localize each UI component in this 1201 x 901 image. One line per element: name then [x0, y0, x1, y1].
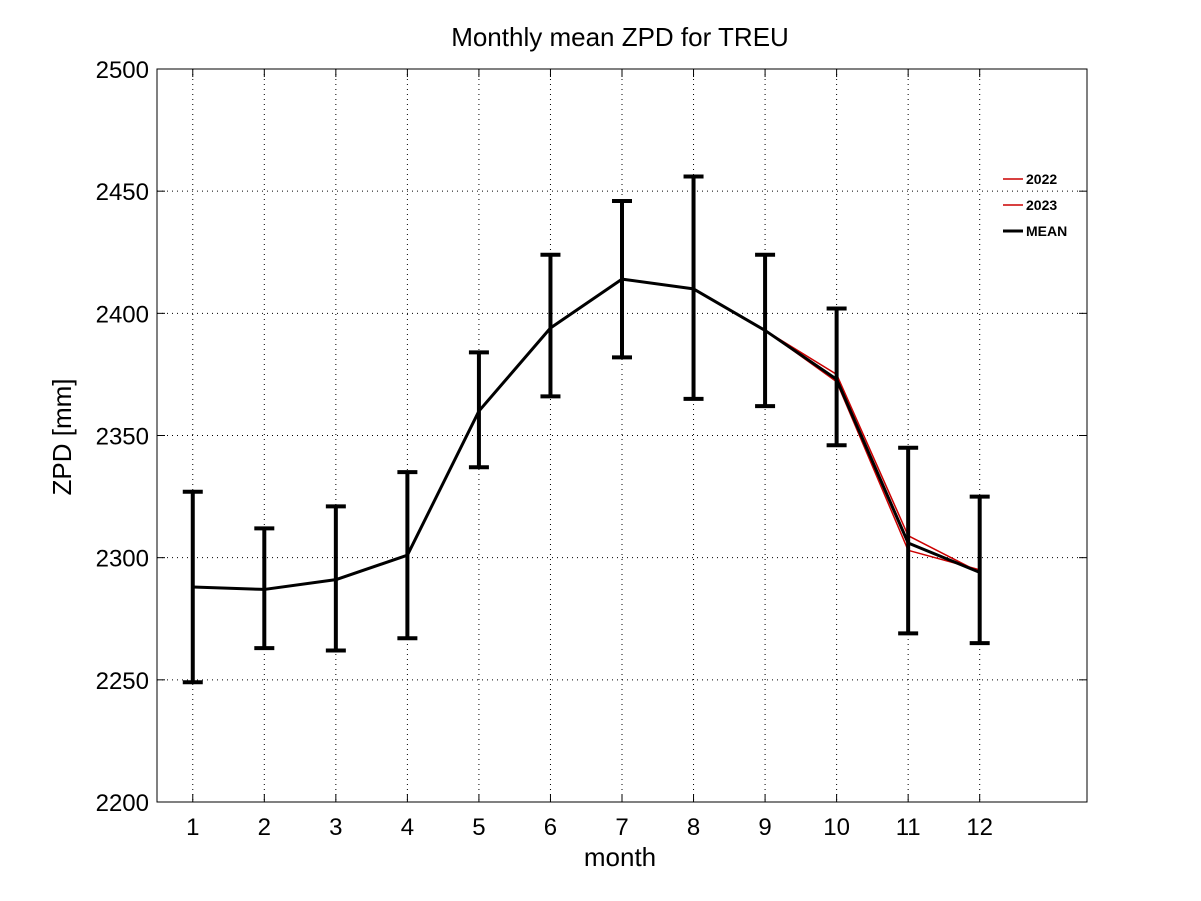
x-axis-label: month: [584, 842, 656, 872]
y-tick-label: 2350: [96, 424, 149, 451]
series-line-mean: [192, 277, 981, 591]
legend-label: MEAN: [1026, 223, 1067, 239]
legend: 2022 2023 MEAN: [1003, 171, 1067, 239]
x-tick-label: 7: [615, 814, 628, 841]
x-tick-label: 2: [258, 814, 271, 841]
x-tick-label: 12: [966, 814, 993, 841]
series-mean: [182, 174, 990, 685]
x-tick-label: 3: [329, 814, 342, 841]
x-tick-label: 10: [823, 814, 850, 841]
grid: [157, 69, 1087, 802]
x-tick-label: 1: [186, 814, 199, 841]
y-tick-label: 2450: [96, 179, 149, 206]
x-tick-label: 9: [758, 814, 771, 841]
x-tick-label: 6: [544, 814, 557, 841]
series-layer: [182, 174, 990, 685]
y-axis-label: ZPD [mm]: [47, 379, 77, 496]
y-tick-label: 2250: [96, 668, 149, 695]
y-tick-label: 2200: [96, 790, 149, 817]
y-tick-label: 2400: [96, 301, 149, 328]
legend-label: 2022: [1026, 171, 1057, 187]
legend-label: 2023: [1026, 197, 1057, 213]
x-tick-label: 4: [401, 814, 414, 841]
y-tick-label: 2300: [96, 546, 149, 573]
x-tick-label: 5: [472, 814, 485, 841]
x-tick-label: 11: [896, 814, 921, 841]
chart-title: Monthly mean ZPD for TREU: [451, 22, 789, 52]
y-tick-label: 2500: [96, 57, 149, 84]
x-tick-label: 8: [687, 814, 700, 841]
